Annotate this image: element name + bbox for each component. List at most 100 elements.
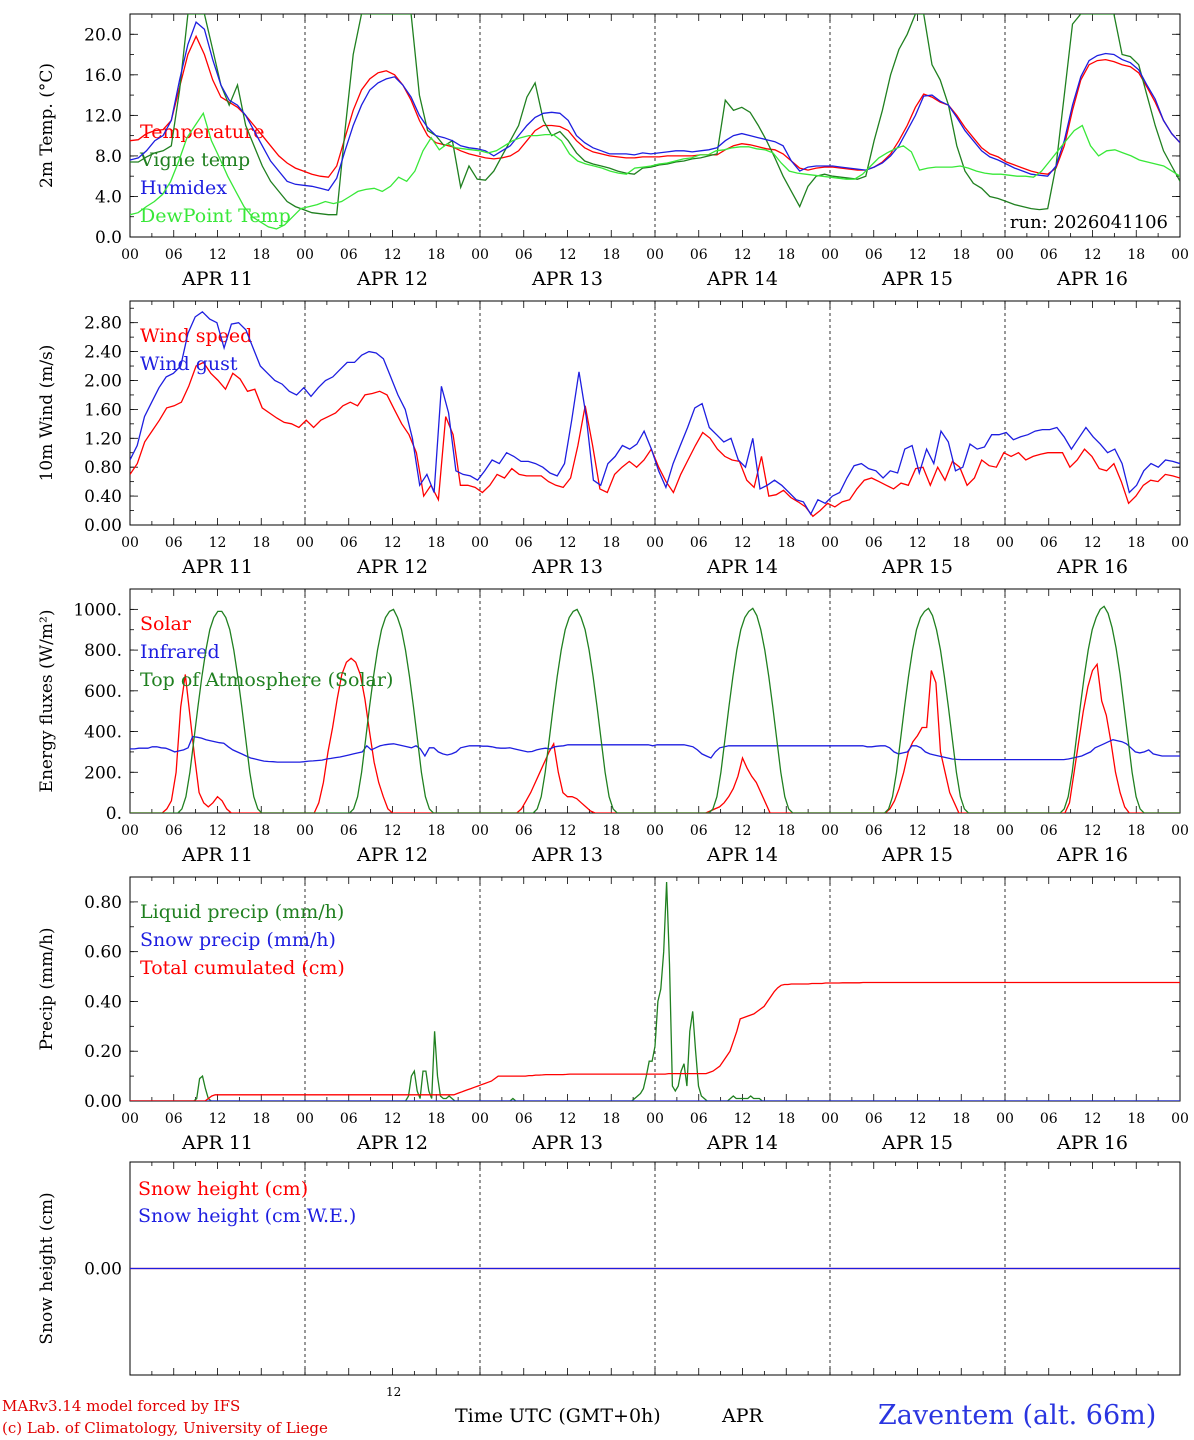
x-tick-label: 12 bbox=[384, 247, 402, 263]
x-tick-label: 00 bbox=[996, 247, 1014, 263]
series-line-dewpoint-temp bbox=[130, 111, 1180, 230]
x-day-label: APR 15 bbox=[881, 844, 953, 866]
legend-entry: Top of Atmosphere (Solar) bbox=[140, 669, 393, 691]
legend-entry: Humidex bbox=[140, 177, 227, 199]
x-tick-label: 00 bbox=[821, 1111, 839, 1127]
series-line-wind-gust bbox=[130, 310, 1180, 516]
y-tick-label: 0.20 bbox=[84, 1042, 122, 1062]
y-tick-label: 20.0 bbox=[84, 25, 122, 45]
x-tick-label: 00 bbox=[1171, 247, 1189, 263]
x-tick-label: 18 bbox=[952, 1111, 970, 1127]
series-line-liquid-precip-mm-h- bbox=[130, 881, 1180, 1101]
series-line-infrared bbox=[130, 735, 1180, 763]
x-tick-label: 06 bbox=[865, 535, 883, 551]
x-tick-label: 18 bbox=[602, 1111, 620, 1127]
x-tick-label: 18 bbox=[1127, 535, 1145, 551]
legend-entry: Total cumulated (cm) bbox=[140, 957, 345, 979]
x-tick-label: 00 bbox=[471, 1111, 489, 1127]
x-tick-label: 06 bbox=[690, 535, 708, 551]
x-axis-title: Time UTC (GMT+0h) bbox=[455, 1405, 661, 1427]
x-tick-label: 18 bbox=[1127, 823, 1145, 839]
x-tick-label: 00 bbox=[296, 247, 314, 263]
x-tick-label: 18 bbox=[952, 535, 970, 551]
y-tick-label: 1.20 bbox=[84, 429, 122, 449]
series-line-humidex bbox=[130, 20, 1180, 192]
x-tick-label: 06 bbox=[1040, 535, 1058, 551]
y-tick-label: 1.60 bbox=[84, 400, 122, 420]
x-tick-label: 00 bbox=[121, 823, 139, 839]
y-axis-title: 2m Temp. (°C) bbox=[37, 63, 57, 188]
legend-entry: Temperature bbox=[140, 121, 264, 143]
x-tick-label: 06 bbox=[690, 1111, 708, 1127]
x-day-label: APR 12 bbox=[356, 556, 428, 578]
legend-entry: Vigne temp bbox=[139, 149, 250, 171]
y-axis-title: 10m Wind (m/s) bbox=[37, 345, 57, 482]
y-tick-label: 2.80 bbox=[84, 314, 122, 334]
x-tick-label: 06 bbox=[165, 1111, 183, 1127]
x-tick-label: 12 bbox=[559, 1111, 577, 1127]
series-line-total-cumulated-cm- bbox=[130, 981, 1180, 1101]
y-tick-label: 600. bbox=[84, 682, 122, 702]
x-tick-label: 18 bbox=[427, 535, 445, 551]
x-day-label: APR 13 bbox=[531, 1132, 603, 1154]
y-tick-label: 1000. bbox=[73, 600, 122, 620]
y-tick-label: 0.80 bbox=[84, 893, 122, 913]
x-tick-label: 06 bbox=[865, 823, 883, 839]
x-day-label: APR 14 bbox=[706, 556, 778, 578]
y-axis-title: Energy fluxes (W/m²) bbox=[37, 610, 57, 793]
x-tick-label: 12 bbox=[1084, 535, 1102, 551]
legend-entry: Snow height (cm) bbox=[138, 1178, 308, 1200]
x-tick-label: 18 bbox=[602, 247, 620, 263]
y-tick-label: 0.80 bbox=[84, 458, 122, 478]
series-line-temperature bbox=[130, 34, 1180, 178]
x-tick-label: 12 bbox=[384, 535, 402, 551]
x-day-label: APR 15 bbox=[881, 556, 953, 578]
x-tick-label: 18 bbox=[602, 535, 620, 551]
panel-frame-2 bbox=[129, 300, 1181, 526]
x-day-label: APR 16 bbox=[1056, 844, 1128, 866]
x-tick-label: 00 bbox=[996, 1111, 1014, 1127]
x-tick-label: 06 bbox=[340, 1111, 358, 1127]
x-tick-label: 06 bbox=[340, 823, 358, 839]
x-tick-label: 18 bbox=[602, 823, 620, 839]
x-tick-label: 12 bbox=[209, 823, 227, 839]
run-label: run: 2026041106 bbox=[1010, 212, 1168, 233]
x-tick-label: 06 bbox=[690, 247, 708, 263]
x-tick-label: 00 bbox=[1171, 823, 1189, 839]
x-tick-label: 18 bbox=[952, 823, 970, 839]
x-tick-label: 18 bbox=[777, 1111, 795, 1127]
x-tick-label: 06 bbox=[340, 247, 358, 263]
station-name: Zaventem (alt. 66m) bbox=[878, 1400, 1157, 1431]
y-tick-label: 800. bbox=[84, 641, 122, 661]
y-tick-label: 0.40 bbox=[84, 487, 122, 507]
x-tick-label: 06 bbox=[1040, 247, 1058, 263]
x-tick-label: 00 bbox=[296, 823, 314, 839]
y-tick-label: 200. bbox=[84, 763, 122, 783]
x-tick-label: 06 bbox=[865, 247, 883, 263]
x-tick-label: 00 bbox=[471, 247, 489, 263]
panel-frame-1 bbox=[129, 13, 1181, 238]
x-tick-label: 12 bbox=[909, 1111, 927, 1127]
x-tick-label: 12 bbox=[734, 535, 752, 551]
credit-line-lab: (c) Lab. of Climatology, University of L… bbox=[2, 1419, 328, 1437]
x-tick-label: 06 bbox=[165, 535, 183, 551]
y-tick-label: 16.0 bbox=[84, 66, 122, 86]
x-tick-label: 18 bbox=[777, 535, 795, 551]
x-tick-label: 18 bbox=[952, 247, 970, 263]
month-label: APR bbox=[722, 1405, 763, 1427]
x-tick-label: 06 bbox=[1040, 823, 1058, 839]
x-day-label: APR 15 bbox=[881, 1132, 953, 1154]
x-day-label: APR 11 bbox=[181, 268, 253, 290]
x-tick-label: 12 bbox=[384, 823, 402, 839]
x-tick-label: 12 bbox=[734, 1111, 752, 1127]
x-tick-label: 00 bbox=[821, 535, 839, 551]
x-tick-label: 00 bbox=[821, 823, 839, 839]
x-day-label: APR 12 bbox=[356, 844, 428, 866]
x-tick-label: 12 bbox=[1084, 247, 1102, 263]
x-tick-label: 00 bbox=[996, 823, 1014, 839]
x-day-label: APR 14 bbox=[706, 844, 778, 866]
legend-entry: Snow precip (mm/h) bbox=[140, 929, 336, 951]
x-day-label: APR 12 bbox=[356, 1132, 428, 1154]
panel-frame-3 bbox=[129, 588, 1181, 814]
x-tick-label: 00 bbox=[996, 535, 1014, 551]
